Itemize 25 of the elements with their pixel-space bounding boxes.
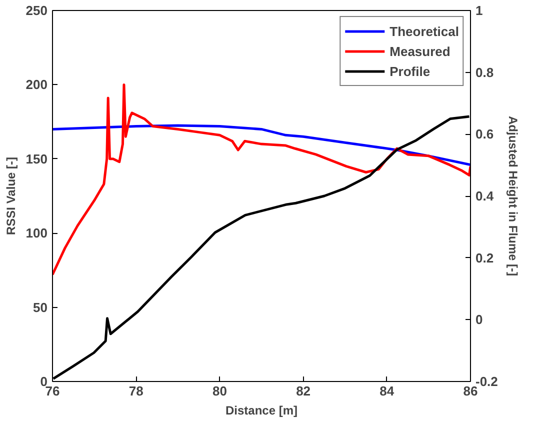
line-series [52, 83, 470, 276]
x-tick-label: 82 [296, 384, 311, 398]
y2-tick-label: 1 [476, 3, 483, 18]
legend-label: Theoretical [390, 24, 459, 38]
y2-tick-label: 0.6 [476, 126, 494, 142]
legend-label: Measured [390, 44, 450, 58]
y-axis-title: RSSI Value [-] [4, 156, 18, 236]
x-tick-label: 80 [212, 384, 227, 398]
x-tick-label: 86 [463, 384, 478, 398]
legend-label: Profile [390, 64, 430, 78]
y-tick-label: 50 [33, 300, 48, 315]
x-axis-title: Distance [m] [225, 404, 298, 418]
y-tick-label: 250 [26, 3, 48, 18]
y2-tick-label: 0.4 [476, 188, 494, 204]
y2-tick-label: -0.2 [476, 374, 498, 389]
y-tick-label: 100 [26, 226, 48, 241]
y-tick-label: 150 [26, 151, 48, 166]
x-tick-label: 84 [380, 384, 395, 398]
y2-axis-title: Adjusted Height in Flume [-] [506, 116, 520, 276]
y-tick-label: 0 [40, 374, 48, 389]
y2-tick-label: 0 [476, 312, 483, 328]
x-tick-label: 78 [128, 384, 144, 398]
y-tick-label: 200 [26, 77, 48, 92]
y2-tick-label: 0.2 [476, 250, 494, 266]
y2-tick-label: 0.8 [476, 64, 494, 80]
